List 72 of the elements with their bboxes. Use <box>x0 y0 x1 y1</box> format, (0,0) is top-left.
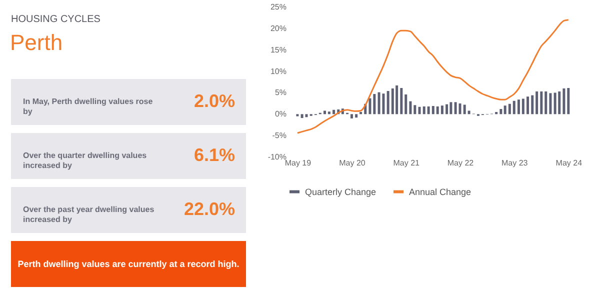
bar <box>558 91 561 114</box>
y-tick-label: -10% <box>268 152 286 162</box>
bar <box>323 110 326 114</box>
bar <box>378 92 380 114</box>
bar <box>562 88 566 114</box>
bar <box>450 102 452 114</box>
y-tick-label: 20% <box>270 24 286 33</box>
text: Over the quarter dwelling values increased by <box>23 151 148 170</box>
x-tick-label: May 24 <box>556 158 583 168</box>
bar <box>305 114 308 118</box>
y-tick-label: 25% <box>270 2 286 12</box>
y-tick-label: 5% <box>274 88 286 98</box>
text: HOUSING CYCLES <box>11 14 101 25</box>
bar <box>391 88 394 114</box>
bar <box>504 106 506 114</box>
text: 2.0% <box>194 91 235 111</box>
bar <box>373 94 376 114</box>
bar <box>554 92 556 114</box>
bar <box>386 91 390 114</box>
bar <box>368 98 372 114</box>
bar <box>549 93 552 114</box>
y-tick-label: 10% <box>270 66 286 76</box>
bar <box>500 109 502 114</box>
x-tick-label: May 23 <box>502 158 528 168</box>
bar <box>332 110 336 114</box>
bar <box>396 85 398 114</box>
bar <box>446 104 448 114</box>
bar <box>432 106 434 114</box>
text: 6.1% <box>194 145 235 165</box>
bar <box>508 104 511 114</box>
bar <box>454 102 457 114</box>
bar <box>536 91 538 114</box>
text: In May, Perth dwelling values rose by <box>23 97 154 116</box>
bar <box>414 105 416 114</box>
bar <box>468 110 470 114</box>
line-series <box>296 19 570 134</box>
bar <box>436 106 439 114</box>
legend-label: Quarterly Change <box>305 186 376 197</box>
bar <box>540 91 543 114</box>
bar <box>350 114 353 118</box>
text: Perth <box>10 30 63 55</box>
bar <box>440 106 444 114</box>
x-tick-label: May 22 <box>447 158 474 168</box>
bar <box>458 103 462 114</box>
x-tick-label: May 20 <box>339 158 366 168</box>
bar <box>517 100 520 114</box>
x-tick-label: May 19 <box>284 158 312 168</box>
text: Over the past year dwelling values increased by <box>23 205 155 224</box>
bar <box>544 91 548 114</box>
y-tick-label: 15% <box>270 45 286 54</box>
bar <box>328 112 330 114</box>
bar <box>400 88 403 114</box>
text: 22.0% <box>184 199 235 219</box>
bar <box>355 114 358 118</box>
bar <box>531 95 534 114</box>
bar <box>427 106 430 114</box>
bar <box>422 106 426 114</box>
bar <box>404 94 408 114</box>
bar <box>418 106 421 114</box>
legend-label: Annual Change <box>409 186 472 197</box>
bar <box>409 101 412 114</box>
bar <box>522 98 524 114</box>
x-tick-label: May 21 <box>393 158 420 168</box>
bar <box>567 88 570 114</box>
y-tick-label: -5% <box>272 131 286 140</box>
y-tick-label: 0% <box>274 110 286 119</box>
bar <box>300 114 304 118</box>
bar <box>382 94 385 114</box>
bar <box>526 96 530 114</box>
bar <box>512 100 516 114</box>
bar <box>463 104 466 114</box>
text: Perth dwelling values are currently at a record high. <box>18 259 240 269</box>
